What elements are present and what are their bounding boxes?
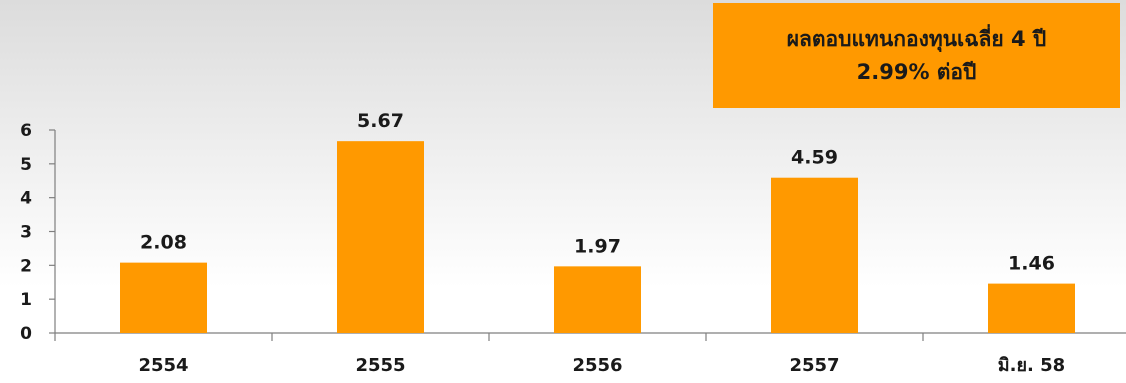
bar-value-label: 2.08 — [140, 232, 187, 254]
y-tick-label: 2 — [20, 256, 32, 276]
bar — [988, 283, 1075, 333]
y-tick-label: 5 — [20, 155, 32, 175]
bar-value-label: 1.97 — [574, 235, 621, 257]
bar — [771, 177, 858, 333]
callout-title: ผลตอบแทนกองทุนเฉลี่ย 4 ปี — [786, 26, 1047, 51]
x-category-label: 2555 — [355, 355, 405, 376]
y-tick-label: 3 — [20, 223, 32, 243]
y-tick-label: 6 — [20, 121, 32, 141]
bar-value-label: 1.46 — [1008, 253, 1055, 275]
bar-value-label: 5.67 — [357, 110, 404, 132]
y-axis-label-clip — [0, 150, 8, 270]
bar — [337, 141, 424, 333]
x-category-label: 2557 — [789, 355, 839, 376]
y-tick-label: 4 — [20, 189, 32, 209]
x-category-label: มิ.ย. 58 — [998, 355, 1065, 376]
x-category-label: 2556 — [572, 355, 622, 376]
callout-value: 2.99% ต่อปี — [856, 59, 977, 84]
x-category-label: 2554 — [138, 355, 188, 376]
bar — [554, 266, 641, 333]
average-return-callout: ผลตอบแทนกองทุนเฉลี่ย 4 ปี 2.99% ต่อปี — [713, 3, 1120, 108]
bar-value-label: 4.59 — [791, 147, 838, 169]
y-tick-label: 0 — [20, 324, 32, 344]
bar — [120, 262, 207, 333]
y-tick-label: 1 — [20, 290, 32, 310]
